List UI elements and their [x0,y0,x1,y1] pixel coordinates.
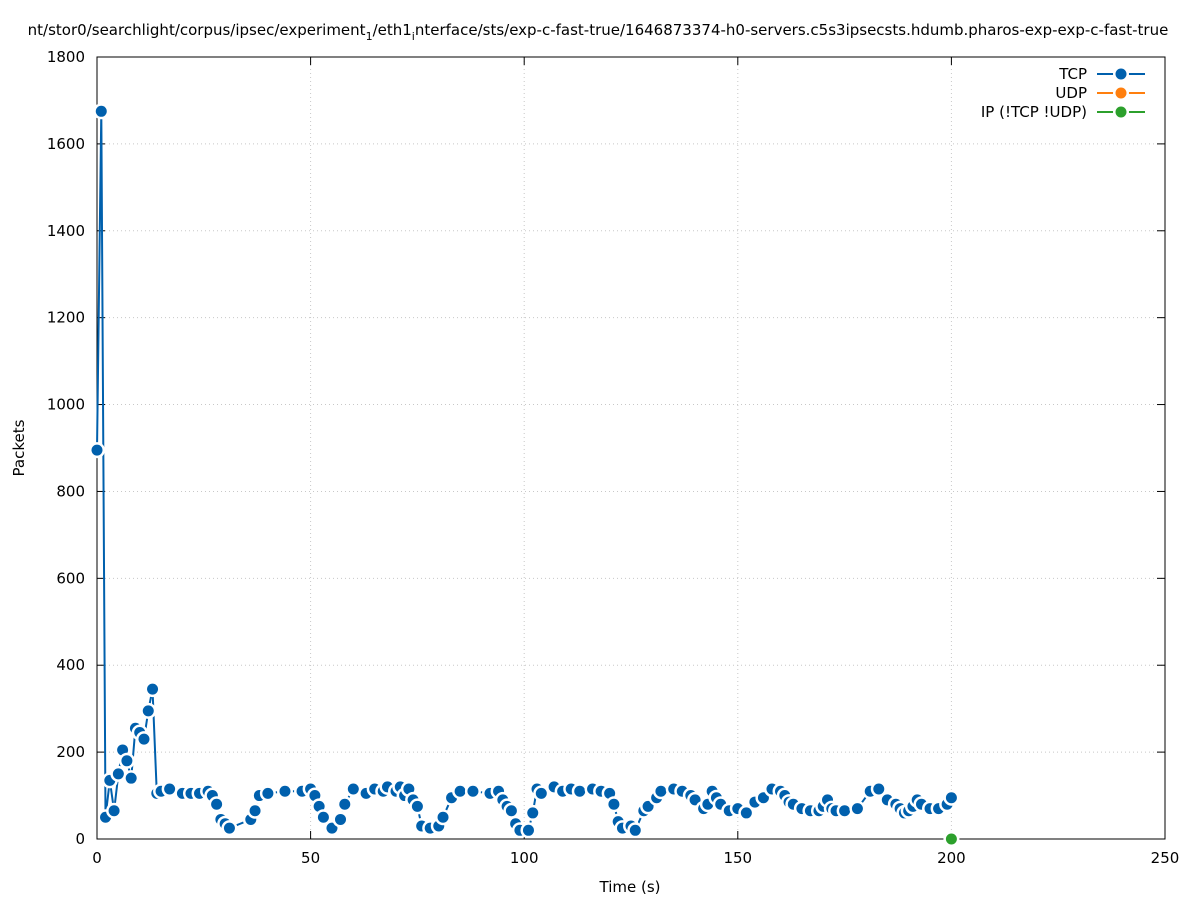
data-point [142,705,154,717]
data-point [138,733,150,745]
data-point [873,783,885,795]
data-point [505,805,517,817]
data-point [262,787,274,799]
y-tick-label: 0 [75,830,85,848]
chart-title-part-a: nt/stor0/searchlight/corpus/ipsec/experi… [28,21,366,39]
data-point [117,744,129,756]
series-line [96,111,953,833]
y-axis-label: Packets [10,419,28,476]
data-point [211,798,223,810]
data-point [335,813,347,825]
chart-title-part-c: nterface/sts/exp-c-fast-true/1646873374-… [415,21,1168,39]
chart-title-part-b: /eth1 [373,21,412,39]
data-point [689,794,701,806]
data-point [147,683,159,695]
y-tick-label: 1800 [47,48,85,66]
data-point [740,807,752,819]
data-point [642,800,654,812]
x-tick-label: 100 [510,849,539,867]
data-point [326,822,338,834]
y-tick-label: 600 [56,569,85,587]
data-point [279,785,291,797]
legend-label: TCP [1058,65,1087,83]
data-point [574,785,586,797]
data-point [317,811,329,823]
data-point [604,787,616,799]
y-tick-label: 200 [56,743,85,761]
data-point [121,755,133,767]
x-tick-label: 250 [1151,849,1180,867]
plot-frame [96,56,1166,840]
data-point [535,787,547,799]
data-point [608,798,620,810]
data-point [527,807,539,819]
data-point [164,783,176,795]
y-tick-label: 800 [56,482,85,500]
y-tick-label: 1200 [47,309,85,327]
data-point [249,805,261,817]
data-point [112,768,124,780]
grid [97,57,1165,839]
data-point [467,785,479,797]
legend-marker [1115,106,1127,118]
series-0 [89,103,960,839]
chart-title-sub-b: i [412,30,415,43]
y-tick-label: 1400 [47,222,85,240]
data-point [522,824,534,836]
data-point [95,105,107,117]
data-point [851,803,863,815]
data-point [313,800,325,812]
data-point [945,833,957,845]
data-point [223,822,235,834]
data-point [945,792,957,804]
x-tick-label: 150 [723,849,752,867]
y-tick-label: 1000 [47,396,85,414]
series-2 [943,831,960,847]
x-tick-label: 50 [301,849,320,867]
data-point [108,805,120,817]
x-axis-label: Time (s) [599,878,661,896]
data-point [411,800,423,812]
data-point [403,783,415,795]
chart-title: nt/stor0/searchlight/corpus/ipsec/experi… [28,21,1169,43]
y-tick-label: 400 [56,656,85,674]
legend-label: UDP [1055,84,1087,102]
data-point [757,792,769,804]
legend-marker [1115,68,1127,80]
y-tick-label: 1600 [47,135,85,153]
chart-title-sub-a: 1 [366,30,373,43]
series-layer [89,103,960,847]
data-point [347,783,359,795]
axes: 0 50 100 150 200 250 0 200 400 600 800 1000 1200 1400… [47,48,1180,867]
data-point [454,785,466,797]
data-point [125,772,137,784]
data-point [91,444,103,456]
data-point [655,785,667,797]
data-point [437,811,449,823]
x-tick-label: 200 [937,849,966,867]
data-point [629,824,641,836]
data-point [839,805,851,817]
legend-marker [1115,87,1127,99]
legend-label: IP (!TCP !UDP) [981,103,1087,121]
data-point [309,790,321,802]
data-point [339,798,351,810]
x-tick-label: 0 [92,849,102,867]
